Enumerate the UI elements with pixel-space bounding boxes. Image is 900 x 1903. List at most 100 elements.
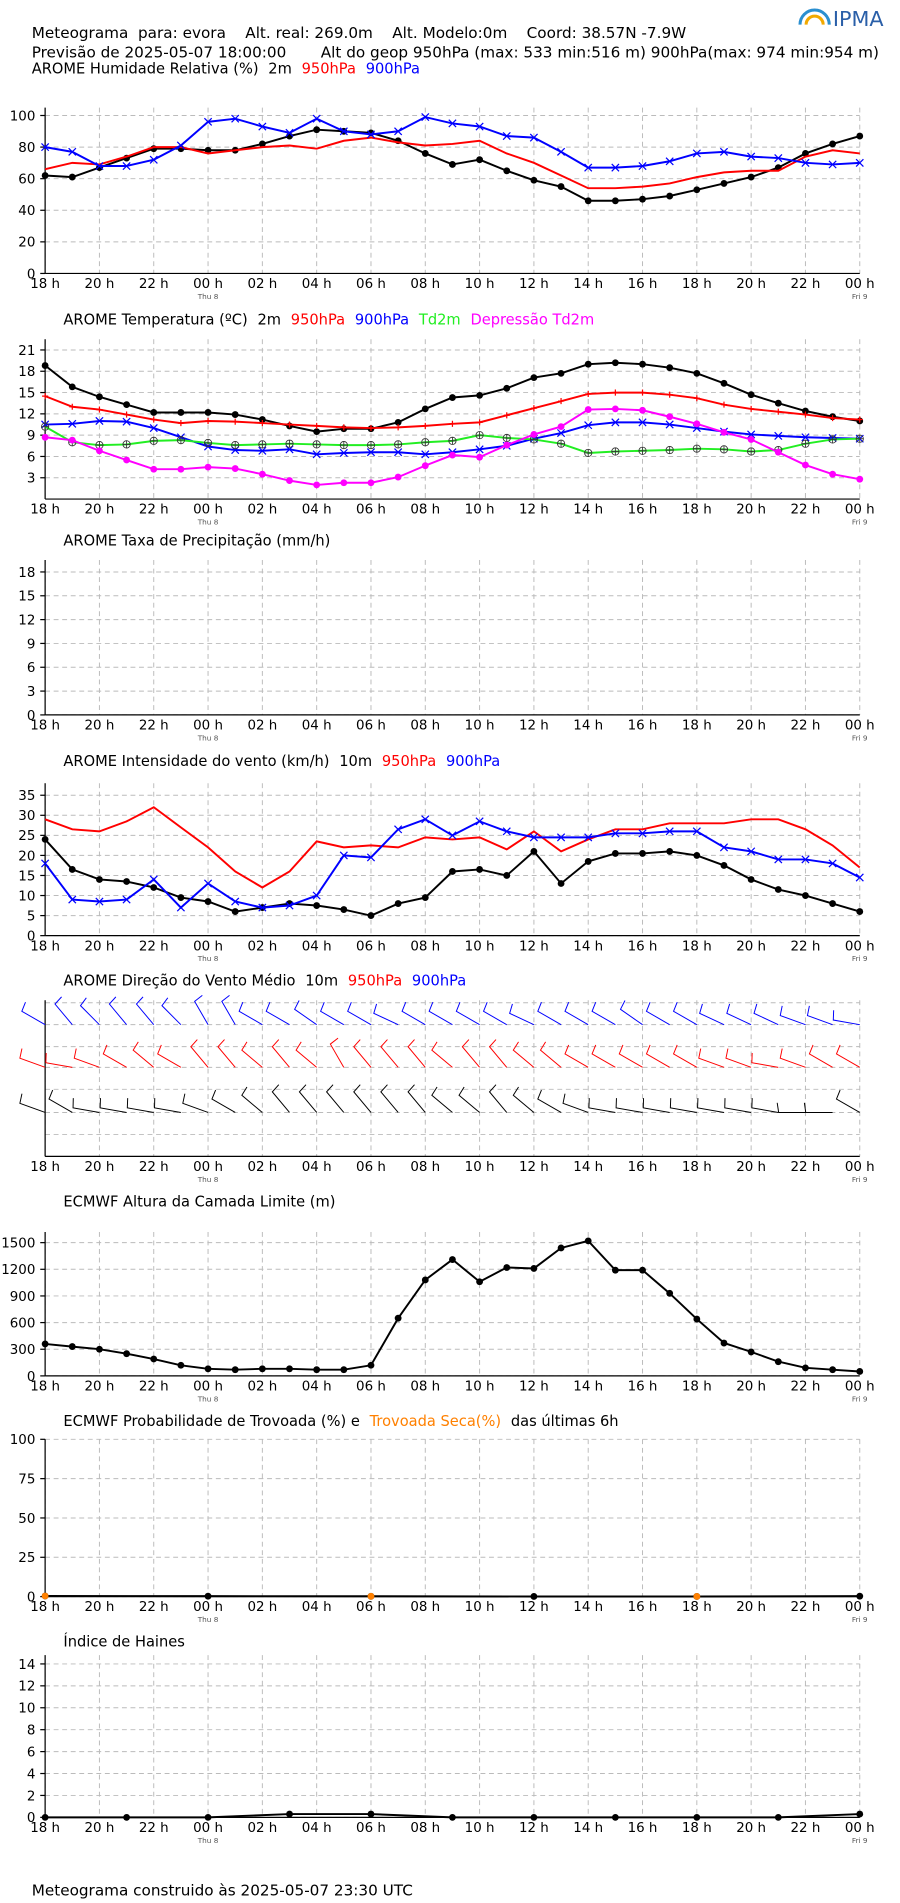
wind-barb [182, 1093, 209, 1113]
x-tick-label: 20 h [736, 277, 766, 292]
x-tick-label: 14 h [573, 503, 603, 518]
wind-barb [803, 1102, 833, 1113]
marker [775, 408, 782, 415]
marker [665, 157, 674, 166]
marker [855, 873, 864, 882]
marker [313, 126, 321, 134]
marker [366, 448, 376, 457]
wind-barb [73, 1048, 100, 1068]
x-tick-label: 16 h [628, 719, 658, 734]
marker [584, 360, 592, 368]
chart-panel: AROME Direção do Vento Médio 10m 950hPa 900… [19, 973, 875, 1184]
marker [394, 900, 402, 907]
x-sublabel: Thu 8 [197, 1836, 219, 1845]
wind-barb [319, 1002, 345, 1026]
marker [449, 868, 456, 875]
marker [203, 438, 213, 448]
marker [530, 431, 538, 438]
marker [611, 197, 619, 205]
wind-barb [458, 1086, 480, 1113]
x-sublabel: Fri 9 [852, 518, 868, 527]
marker [611, 829, 620, 838]
wind-barb [190, 1039, 209, 1068]
x-tick-label: 12 h [519, 503, 549, 518]
x-tick-label: 12 h [519, 1821, 549, 1836]
marker [502, 131, 511, 141]
y-tick-label: 4 [27, 1767, 36, 1782]
marker [149, 423, 158, 433]
marker [774, 399, 782, 407]
wind-barb [353, 1084, 372, 1113]
x-tick-label: 08 h [410, 1821, 440, 1836]
chart-title: ECMWF Probabilidade de Trovoada (%) e Tro… [63, 1413, 618, 1430]
marker [856, 1592, 864, 1600]
marker [394, 448, 403, 457]
marker [530, 1593, 538, 1600]
wind-barb [509, 1003, 535, 1026]
x-tick-label: 12 h [519, 1380, 549, 1395]
x-tick-label: 02 h [247, 1600, 277, 1615]
wind-barb [21, 1002, 46, 1026]
wind-barb [564, 1044, 589, 1068]
marker [258, 440, 267, 449]
marker [747, 1348, 755, 1356]
chart-title: Índice de Haines [63, 1633, 184, 1651]
x-tick-label: 18 h [30, 503, 60, 518]
marker [449, 1256, 456, 1263]
wind-barb [241, 1086, 263, 1113]
x-tick-label: 02 h [247, 719, 277, 734]
marker [611, 447, 620, 456]
marker [204, 463, 212, 471]
marker [312, 440, 321, 449]
y-tick-label: 50 [18, 1512, 35, 1527]
marker [747, 430, 756, 439]
marker [339, 127, 348, 136]
x-tick-label: 00 h [845, 1600, 875, 1615]
marker [150, 884, 158, 891]
marker [585, 390, 592, 398]
x-tick-label: 10 h [465, 719, 495, 734]
marker [367, 1592, 375, 1600]
x-sublabel: Thu 8 [197, 292, 219, 301]
x-sublabel: Fri 9 [852, 734, 868, 743]
marker [638, 418, 647, 427]
x-tick-label: 22 h [139, 277, 169, 292]
marker [204, 146, 212, 154]
wind-barb [672, 1044, 698, 1068]
x-tick-label: 12 h [519, 939, 549, 954]
marker [313, 422, 320, 429]
chart-title: AROME Taxa de Precipitação (mm/h) [63, 532, 330, 549]
y-tick-label: 0 [27, 930, 36, 945]
wind-barb [619, 1000, 643, 1026]
marker [556, 439, 566, 448]
marker [829, 140, 837, 148]
x-tick-label: 10 h [465, 1380, 495, 1395]
chart-panel: AROME Temperatura (ºC) 2m 950hPa 900hPa Td2m… [18, 312, 874, 527]
marker [774, 886, 782, 893]
marker [666, 364, 674, 372]
marker [286, 1365, 293, 1373]
x-tick-label: 14 h [573, 1821, 603, 1836]
x-tick-label: 08 h [410, 1380, 440, 1395]
marker [96, 876, 103, 883]
marker [475, 431, 484, 440]
marker [69, 403, 76, 410]
x-tick-label: 00 h [845, 939, 875, 954]
title-text: ECMWF Probabilidade de Trovoada (%) e [63, 1413, 359, 1430]
x-tick-label: 02 h [247, 939, 277, 954]
x-tick-label: 08 h [410, 277, 440, 292]
wind-barb [211, 1089, 236, 1113]
x-tick-label: 00 h [193, 277, 223, 292]
y-tick-label: 20 [18, 236, 35, 251]
marker [748, 405, 755, 412]
title-text: AROME Direção do Vento Médio [63, 973, 295, 990]
marker [611, 1813, 619, 1821]
wind-barb [353, 1039, 372, 1068]
marker [693, 852, 701, 859]
marker [611, 405, 619, 413]
y-tick-label: 9 [27, 637, 36, 652]
x-tick-label: 04 h [302, 939, 332, 954]
x-tick-label: 08 h [410, 503, 440, 518]
marker [828, 160, 837, 169]
y-tick-label: 8 [27, 1724, 36, 1739]
